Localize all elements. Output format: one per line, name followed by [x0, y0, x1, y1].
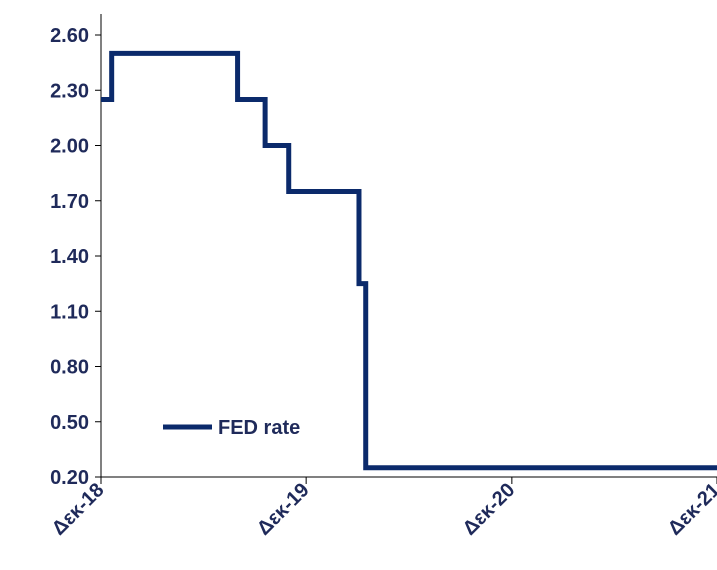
y-axis-labels: 0.20 0.50 0.80 1.10 1.40 1.70 2.00 2.30 2.60 — [50, 25, 89, 489]
y-tick-label: 0.50 — [50, 412, 89, 434]
legend: FED rate — [163, 417, 300, 439]
y-tick-label: 2.30 — [50, 80, 89, 102]
series-layer — [101, 50, 717, 471]
y-tick-label: 2.00 — [50, 136, 89, 158]
x-tick-label: Δεκ-21 — [664, 479, 717, 540]
y-tick-label: 1.70 — [50, 191, 89, 213]
legend-label-fed-rate: FED rate — [218, 417, 300, 439]
x-tick-label: Δεκ-19 — [253, 479, 314, 540]
y-tick-label: 0.20 — [50, 467, 89, 489]
y-tick-label: 1.10 — [50, 301, 89, 323]
y-axis-ticks — [95, 34, 101, 478]
x-tick-label: Δεκ-20 — [459, 479, 520, 540]
x-axis-ticks — [100, 477, 717, 484]
y-tick-label: 1.40 — [50, 246, 89, 268]
y-tick-label: 0.80 — [50, 357, 89, 379]
series-line-fed-rate — [101, 50, 717, 471]
y-tick-label: 2.60 — [50, 25, 89, 47]
x-axis-labels: Δεκ-18 Δεκ-19 Δεκ-20 Δεκ-21 — [48, 479, 717, 540]
